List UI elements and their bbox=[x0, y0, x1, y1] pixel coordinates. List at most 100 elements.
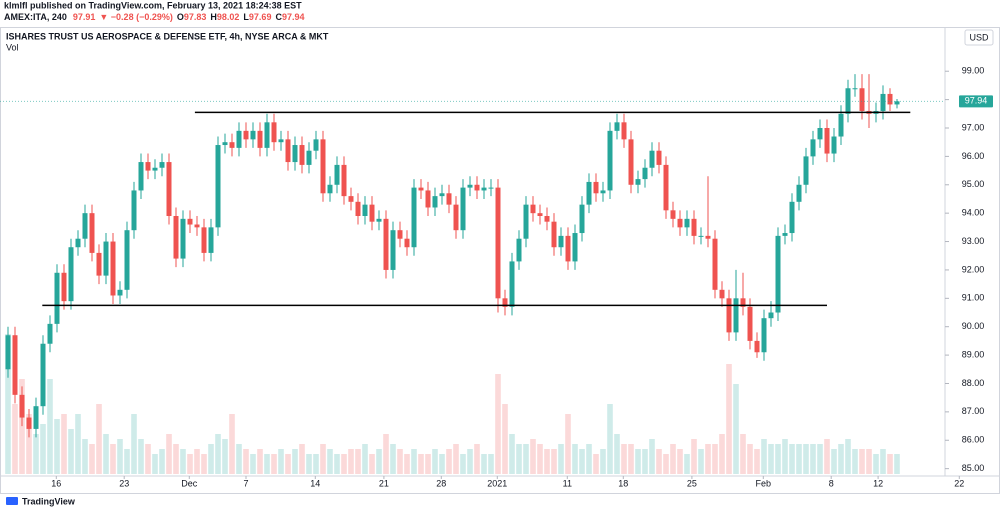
volume-bar bbox=[775, 444, 781, 474]
candle-body bbox=[894, 101, 900, 105]
y-tick-label: 99.00 bbox=[962, 66, 985, 76]
volume-bar bbox=[453, 444, 459, 474]
volume-bar bbox=[796, 444, 802, 474]
candle-body bbox=[243, 130, 249, 140]
o-value: 97.83 bbox=[184, 12, 207, 22]
candle-body bbox=[705, 235, 711, 239]
candle-body bbox=[740, 298, 746, 307]
candle-body bbox=[502, 298, 508, 307]
candle-body bbox=[26, 417, 32, 429]
candle-body bbox=[145, 162, 151, 171]
candle-body bbox=[159, 162, 165, 168]
candle-body bbox=[712, 238, 718, 290]
candle-body bbox=[642, 167, 648, 180]
volume-bar bbox=[495, 374, 501, 474]
volume-bar bbox=[341, 454, 347, 474]
symbol-line: AMEX:ITA, 240 97.91 ▼ −0.28 (−0.29%) O97.83… bbox=[4, 12, 304, 22]
candle-body bbox=[509, 261, 515, 307]
volume-bar bbox=[390, 444, 396, 474]
candle-body bbox=[166, 162, 172, 216]
candle-body bbox=[530, 204, 536, 214]
candle-body bbox=[831, 136, 837, 154]
candle-body bbox=[544, 216, 550, 222]
volume-bar bbox=[866, 449, 872, 474]
volume-bar bbox=[54, 419, 60, 474]
volume-bar bbox=[845, 439, 851, 474]
candle-body bbox=[887, 93, 893, 105]
candle-body bbox=[411, 187, 417, 248]
volume-bar bbox=[481, 454, 487, 474]
volume-bar bbox=[516, 444, 522, 474]
o-label: O bbox=[177, 12, 184, 22]
volume-bar bbox=[257, 449, 263, 474]
last-price-label: 97.94 bbox=[965, 96, 988, 106]
volume-bar bbox=[439, 454, 445, 474]
y-tick-label: 88.00 bbox=[962, 378, 985, 388]
candle-body bbox=[264, 122, 270, 148]
volume-bar bbox=[530, 439, 536, 474]
candle-body bbox=[719, 289, 725, 299]
candle-body bbox=[19, 394, 25, 418]
volume-bar bbox=[264, 454, 270, 474]
candle-body bbox=[614, 122, 620, 131]
volume-bar bbox=[712, 444, 718, 474]
volume-bar bbox=[509, 434, 515, 474]
volume-bar bbox=[187, 454, 193, 474]
volume-bar bbox=[180, 449, 186, 474]
candle-body bbox=[474, 184, 480, 191]
footer-brand: TradingView bbox=[22, 496, 76, 506]
x-tick-label: 8 bbox=[829, 478, 834, 488]
candle-body bbox=[607, 130, 613, 191]
candle-body bbox=[89, 213, 95, 253]
candle-body bbox=[656, 150, 662, 165]
volume-bar bbox=[838, 444, 844, 474]
h-label: H bbox=[210, 12, 217, 22]
candle-body bbox=[418, 187, 424, 191]
candle-body bbox=[663, 164, 669, 211]
x-tick-label: 14 bbox=[310, 478, 320, 488]
volume-bar bbox=[810, 444, 816, 474]
candle-body bbox=[677, 218, 683, 228]
x-tick-label: 25 bbox=[687, 478, 697, 488]
volume-bar bbox=[166, 434, 172, 474]
candle-body bbox=[817, 128, 823, 140]
volume-bar bbox=[103, 434, 109, 474]
volume-bar bbox=[831, 449, 837, 474]
volume-bar bbox=[299, 444, 305, 474]
x-tick-label: 2021 bbox=[487, 478, 507, 488]
candle-body bbox=[75, 238, 81, 248]
volume-bar bbox=[5, 334, 11, 474]
volume-bar bbox=[271, 454, 277, 474]
volume-bar bbox=[726, 364, 732, 474]
y-tick-label: 86.00 bbox=[962, 435, 985, 445]
candle-body bbox=[782, 233, 788, 236]
candle-body bbox=[803, 156, 809, 185]
volume-bar bbox=[82, 439, 88, 474]
volume-bar bbox=[824, 439, 830, 474]
volume-bar bbox=[761, 439, 767, 474]
volume-bar bbox=[572, 444, 578, 474]
volume-bar bbox=[362, 444, 368, 474]
candle-body bbox=[355, 201, 361, 216]
volume-label: Vol bbox=[6, 42, 19, 52]
candle-body bbox=[390, 230, 396, 270]
x-tick-label: 22 bbox=[954, 478, 964, 488]
volume-bar bbox=[677, 449, 683, 474]
volume-bar bbox=[558, 444, 564, 474]
candle-body bbox=[285, 139, 291, 163]
y-tick-label: 96.00 bbox=[962, 151, 985, 161]
candle-body bbox=[579, 204, 585, 234]
candle-body bbox=[397, 230, 403, 239]
candle-body bbox=[236, 130, 242, 148]
candle-body bbox=[859, 88, 865, 111]
footer-logo bbox=[6, 497, 18, 505]
volume-bar bbox=[355, 449, 361, 474]
volume-bar bbox=[313, 454, 319, 474]
candle-body bbox=[754, 340, 760, 353]
volume-bar bbox=[33, 434, 39, 474]
candle-body bbox=[698, 235, 704, 237]
volume-bar bbox=[894, 454, 900, 474]
candle-body bbox=[215, 145, 221, 228]
x-tick-label: 28 bbox=[436, 478, 446, 488]
